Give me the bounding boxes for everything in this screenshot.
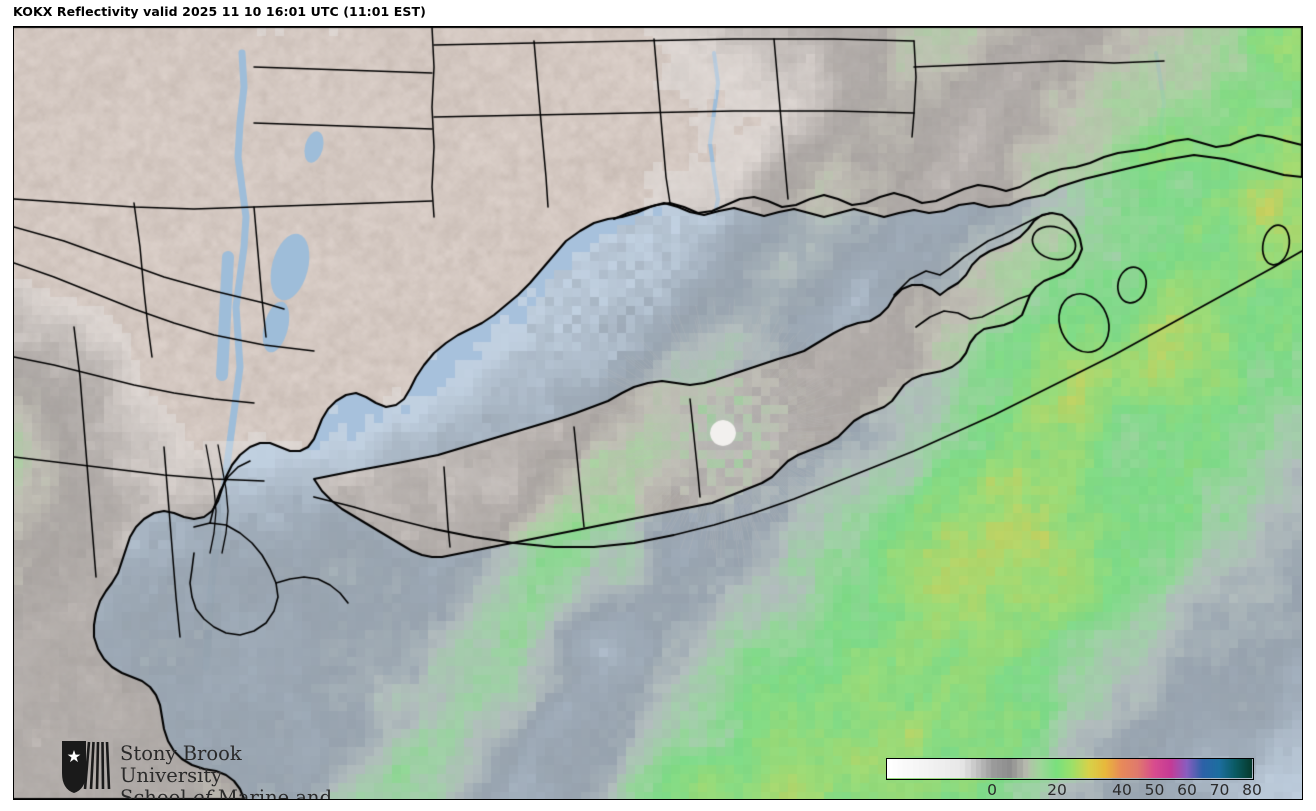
colorbar-tick-0: 0 bbox=[987, 781, 997, 799]
colorbar-tick-50: 50 bbox=[1144, 781, 1165, 799]
colorbar-tick-70: 70 bbox=[1209, 781, 1230, 799]
colorbar-gradient bbox=[886, 758, 1254, 780]
colorbar-tick-60: 60 bbox=[1177, 781, 1197, 799]
colorbar-tick-labels: 0 20 40 50 60 70 80 bbox=[886, 781, 1262, 799]
colorbar-tick-40: 40 bbox=[1112, 781, 1132, 799]
radar-reflectivity-canvas[interactable] bbox=[14, 27, 1302, 799]
page-title: KOKX Reflectivity valid 2025 11 10 16:01… bbox=[13, 4, 426, 19]
reflectivity-colorbar[interactable]: 0 20 40 50 60 70 80 bbox=[886, 758, 1262, 799]
colorbar-tick-20: 20 bbox=[1047, 781, 1067, 799]
radar-map[interactable]: Stony Brook University School of Marine … bbox=[13, 26, 1303, 800]
colorbar-canvas bbox=[887, 759, 1252, 778]
colorbar-tick-80: 80 bbox=[1242, 781, 1262, 799]
